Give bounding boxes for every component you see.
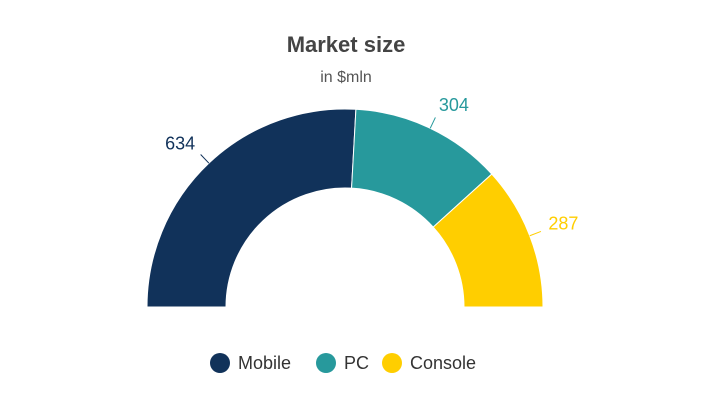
slice bbox=[146, 108, 357, 308]
legend-marker bbox=[316, 353, 336, 373]
slice bbox=[432, 173, 544, 308]
chart-title: Market size bbox=[287, 32, 406, 57]
legend-label: PC bbox=[344, 353, 369, 373]
legend-marker bbox=[382, 353, 402, 373]
chart-subtitle: in $mln bbox=[320, 69, 372, 86]
data-label: 287 bbox=[548, 213, 578, 233]
legend-marker bbox=[210, 353, 230, 373]
leader-line bbox=[429, 117, 436, 129]
legend-label: Mobile bbox=[238, 353, 291, 373]
data-label: 304 bbox=[439, 95, 469, 115]
data-label: 634 bbox=[165, 133, 195, 153]
legend-label: Console bbox=[410, 353, 476, 373]
leader-line bbox=[200, 154, 210, 164]
leader-line bbox=[529, 230, 542, 237]
